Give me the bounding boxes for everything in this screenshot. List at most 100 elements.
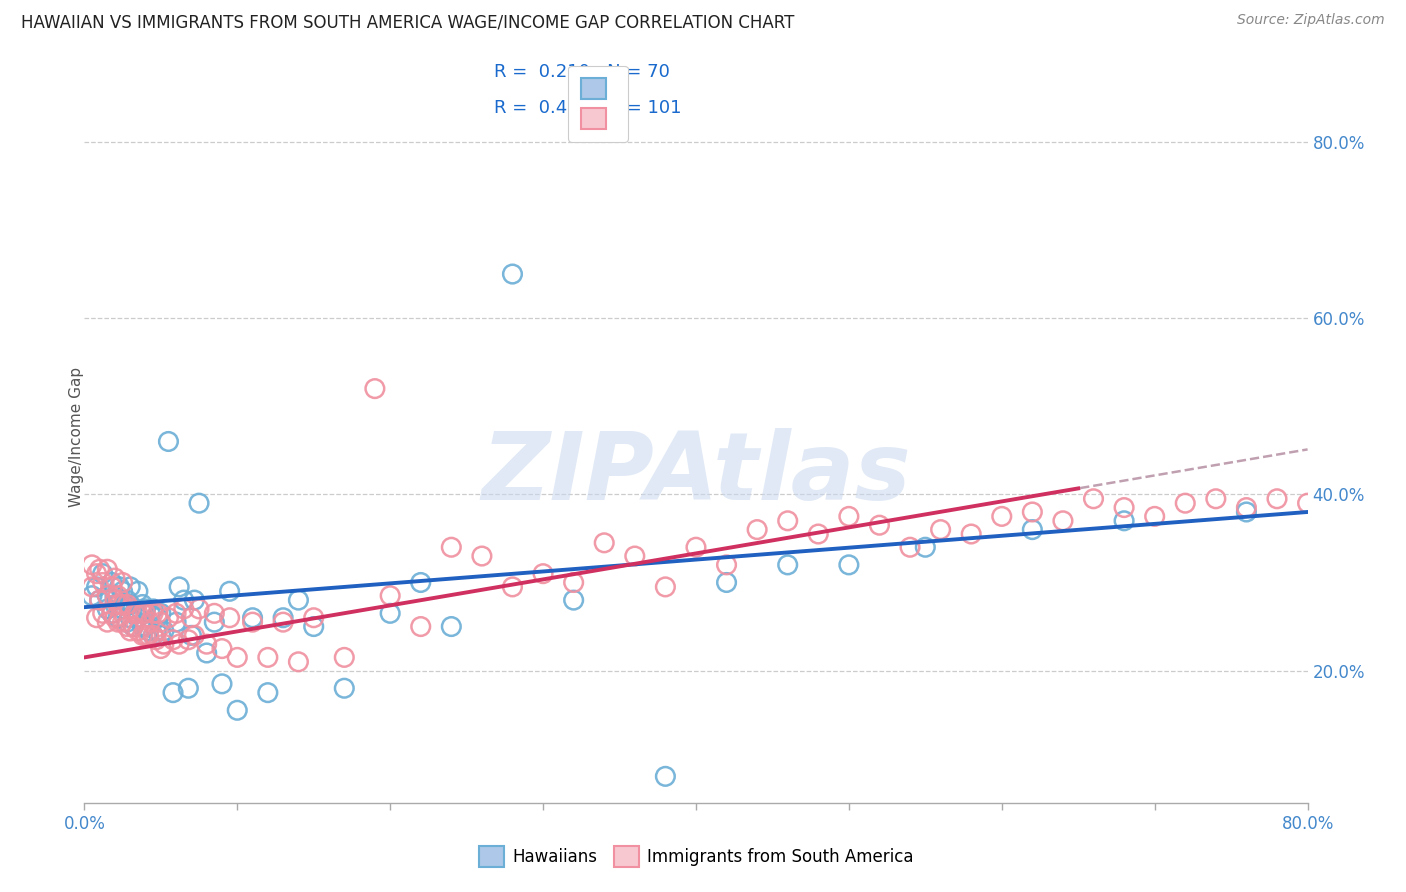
Point (838, 509, 860, 524)
Point (108, 580, 131, 594)
Point (593, 536, 616, 550)
Point (142, 602, 165, 616)
Point (380, 607, 402, 621)
Point (183, 628, 205, 642)
Point (86, 580, 108, 594)
Point (111, 602, 134, 616)
Point (1358, 491, 1381, 506)
Point (776, 514, 799, 528)
Point (80, 589, 103, 603)
Point (242, 615, 264, 629)
Point (149, 641, 172, 656)
Point (135, 607, 157, 621)
Point (115, 619, 138, 633)
Point (188, 496, 211, 510)
Point (131, 607, 153, 621)
Point (226, 703, 249, 717)
Point (226, 650, 249, 665)
Point (747, 523, 769, 537)
Point (1327, 496, 1350, 510)
Point (107, 589, 129, 603)
Point (1021, 505, 1043, 519)
Point (107, 598, 129, 612)
Point (101, 580, 124, 594)
Point (1388, 487, 1406, 501)
Point (654, 769, 676, 783)
Point (89, 593, 111, 607)
Point (101, 607, 124, 621)
Point (104, 593, 127, 607)
Point (654, 580, 676, 594)
Point (167, 637, 190, 651)
Point (1114, 514, 1136, 528)
Point (120, 624, 142, 638)
Point (96, 615, 118, 629)
Point (104, 611, 127, 625)
Point (86, 566, 108, 581)
Point (838, 558, 860, 572)
Point (107, 611, 129, 625)
Point (302, 619, 325, 633)
Point (991, 509, 1014, 524)
Point (131, 628, 153, 642)
Point (257, 686, 280, 700)
Point (1296, 496, 1319, 510)
Point (287, 593, 309, 607)
Point (302, 611, 325, 625)
Point (91, 607, 114, 621)
Point (257, 650, 280, 665)
Point (111, 615, 134, 629)
Point (1265, 491, 1288, 506)
Point (149, 628, 172, 642)
Point (145, 624, 167, 638)
Point (149, 607, 172, 621)
Point (165, 607, 187, 621)
Point (135, 602, 157, 616)
Point (180, 628, 202, 642)
Point (139, 607, 162, 621)
Point (96, 562, 118, 576)
Point (153, 624, 176, 638)
Text: R =  0.210   N = 70: R = 0.210 N = 70 (494, 62, 671, 80)
Point (120, 602, 142, 616)
Point (183, 593, 205, 607)
Point (1174, 496, 1197, 510)
Point (218, 584, 240, 599)
Point (1021, 523, 1043, 537)
Point (1143, 509, 1166, 524)
Point (409, 575, 432, 590)
Point (165, 615, 187, 629)
Point (131, 619, 153, 633)
Point (115, 598, 138, 612)
Point (333, 681, 356, 696)
Point (96, 589, 118, 603)
Point (120, 598, 142, 612)
Point (1236, 500, 1258, 515)
Point (86, 611, 108, 625)
Point (471, 549, 494, 563)
Point (807, 527, 830, 541)
Point (135, 628, 157, 642)
Point (287, 655, 309, 669)
Text: Source: ZipAtlas.com: Source: ZipAtlas.com (1237, 13, 1385, 28)
Point (380, 589, 402, 603)
Point (127, 624, 149, 638)
Point (108, 598, 131, 612)
Point (104, 589, 127, 603)
Point (80, 558, 103, 572)
Point (716, 558, 738, 572)
Point (101, 607, 124, 621)
Point (146, 611, 169, 625)
Point (562, 575, 585, 590)
Point (120, 611, 142, 625)
Point (124, 607, 146, 621)
Point (624, 549, 647, 563)
Point (142, 628, 165, 642)
Point (111, 598, 134, 612)
Point (135, 619, 157, 633)
Point (91, 575, 114, 590)
Point (120, 580, 142, 594)
Point (91, 566, 114, 581)
Y-axis label: Wage/Income Gap: Wage/Income Gap (69, 367, 83, 508)
Point (162, 632, 184, 647)
